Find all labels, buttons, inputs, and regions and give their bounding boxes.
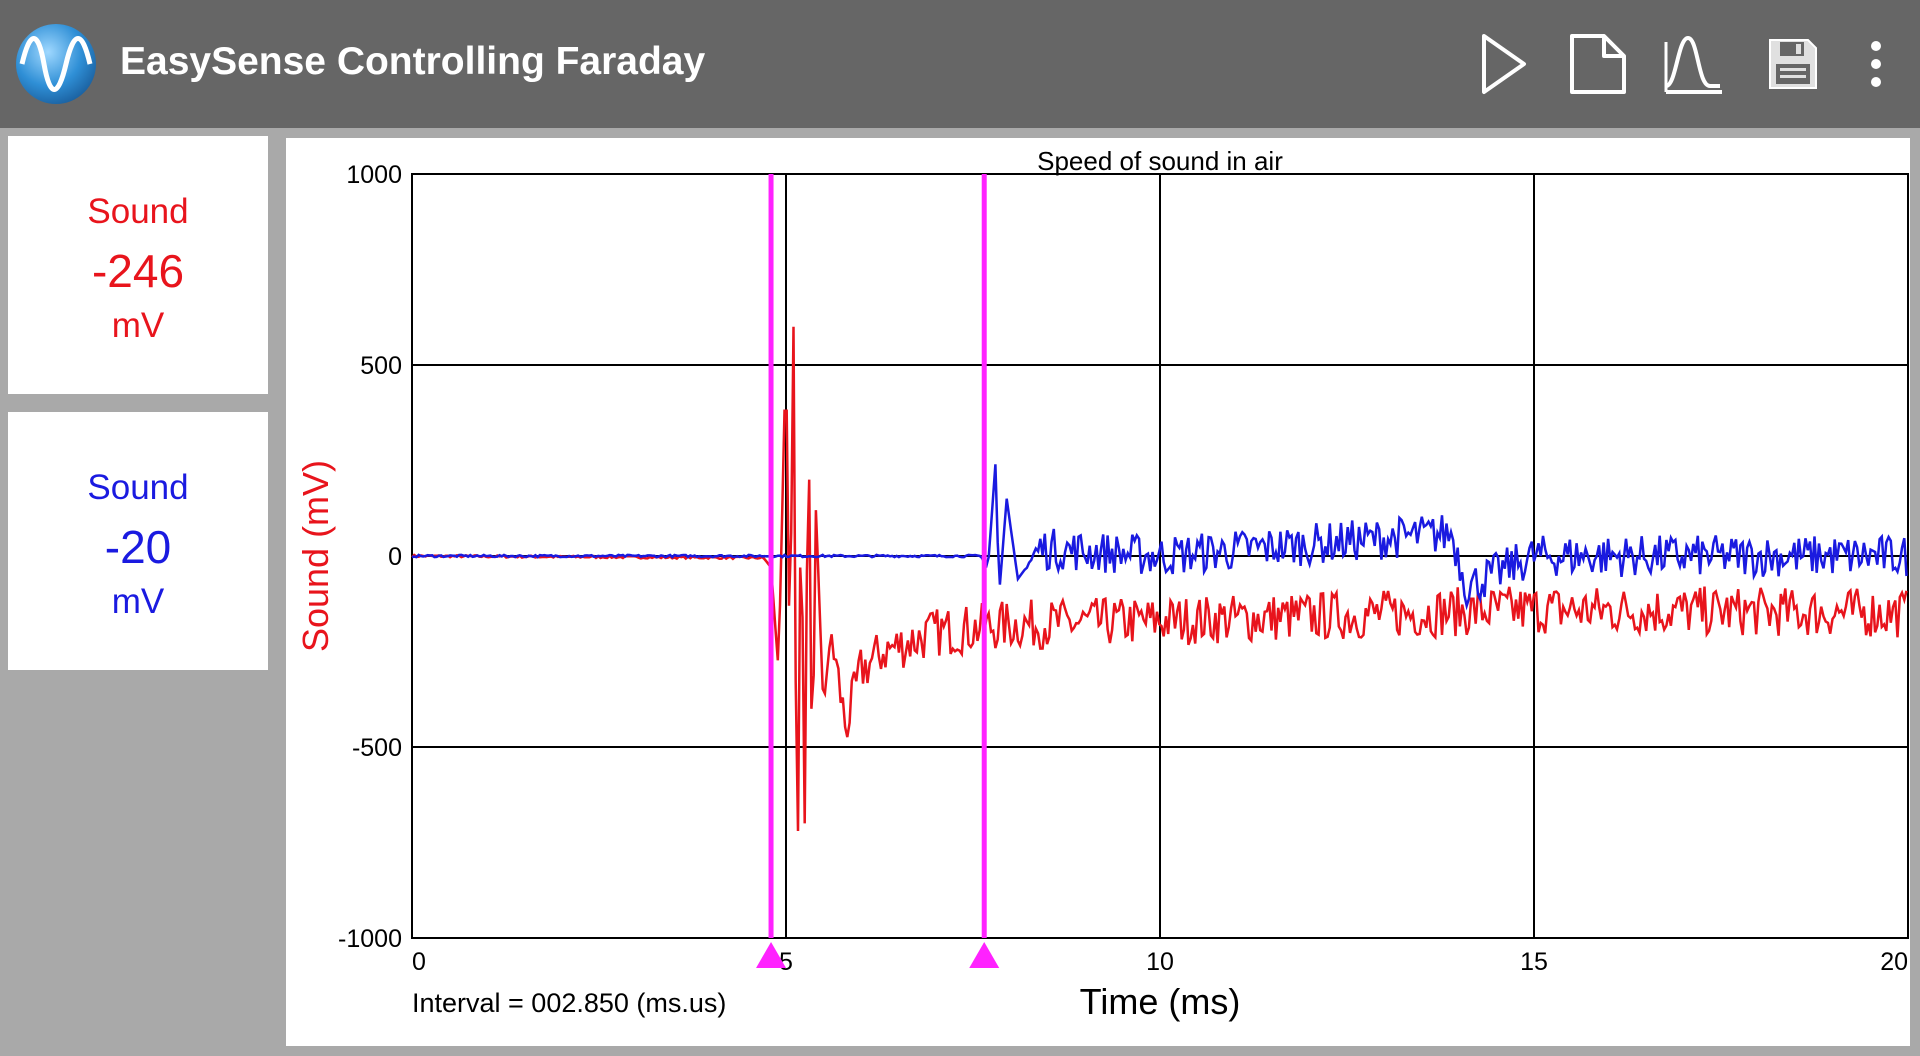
x-tick-label: 10 <box>1146 948 1174 976</box>
y-tick-label: 0 <box>388 543 402 571</box>
x-tick-label: 20 <box>1880 948 1908 976</box>
x-tick-label: 15 <box>1520 948 1548 976</box>
app-title: EasySense Controlling Faraday <box>120 40 706 83</box>
y-tick-label: -1000 <box>338 925 402 953</box>
series-line-blue <box>411 464 1908 611</box>
interval-readout: Interval = 002.850 (ms.us) <box>412 988 727 1018</box>
x-tick-label: 5 <box>779 948 793 976</box>
meter-unit: mV <box>111 582 165 621</box>
meter-value: -246 <box>91 245 185 297</box>
meter-unit: mV <box>111 306 165 345</box>
app-bar: EasySense Controlling Faraday <box>0 0 1920 128</box>
x-tick-label: 0 <box>412 948 426 976</box>
chart-title: Speed of sound in air <box>1037 146 1283 176</box>
meter-sound-red[interactable]: Sound -246 mV <box>8 136 268 394</box>
cursor-handle-icon[interactable] <box>756 942 787 968</box>
meter-sound-blue[interactable]: Sound -20 mV <box>8 412 268 670</box>
y-tick-label: -500 <box>352 734 402 762</box>
overflow-menu-button[interactable] <box>1840 28 1912 100</box>
y-tick-label: 500 <box>360 352 402 380</box>
graph-button[interactable] <box>1658 28 1730 100</box>
save-button[interactable] <box>1756 28 1828 100</box>
cursor-handle-icon[interactable] <box>969 942 1000 968</box>
play-icon <box>1482 34 1526 94</box>
x-axis-label: Time (ms) <box>1080 981 1241 1022</box>
graph-wave-icon <box>1664 35 1722 94</box>
y-tick-label: 1000 <box>346 161 402 189</box>
meter-label: Sound <box>87 192 189 231</box>
chart-panel[interactable]: Speed of sound in air 1000 500 0 -500 -1000 0 5… <box>286 138 1910 1046</box>
sound-chart[interactable]: Speed of sound in air 1000 500 0 -500 -1000 0 5… <box>286 138 1910 1046</box>
meter-value: -20 <box>104 521 172 573</box>
series-line-red <box>411 326 1908 832</box>
app-logo-icon <box>14 20 98 108</box>
play-button[interactable] <box>1466 28 1538 100</box>
meter-label: Sound <box>87 468 189 507</box>
overflow-menu-icon <box>1871 41 1881 87</box>
new-file-button[interactable] <box>1562 28 1634 100</box>
y-axis-label: Sound (mV) <box>295 460 336 652</box>
new-file-icon <box>1570 34 1626 94</box>
save-icon <box>1769 39 1817 89</box>
